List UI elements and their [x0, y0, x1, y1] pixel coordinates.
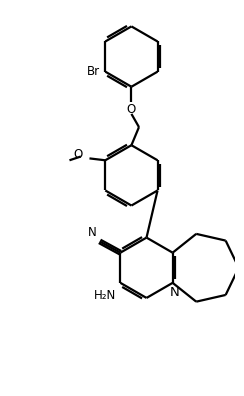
Text: O: O [127, 103, 136, 116]
Text: Br: Br [87, 65, 100, 78]
Text: O: O [73, 148, 83, 161]
Text: N: N [170, 286, 179, 299]
Text: H₂N: H₂N [94, 289, 116, 301]
Text: N: N [88, 227, 97, 240]
